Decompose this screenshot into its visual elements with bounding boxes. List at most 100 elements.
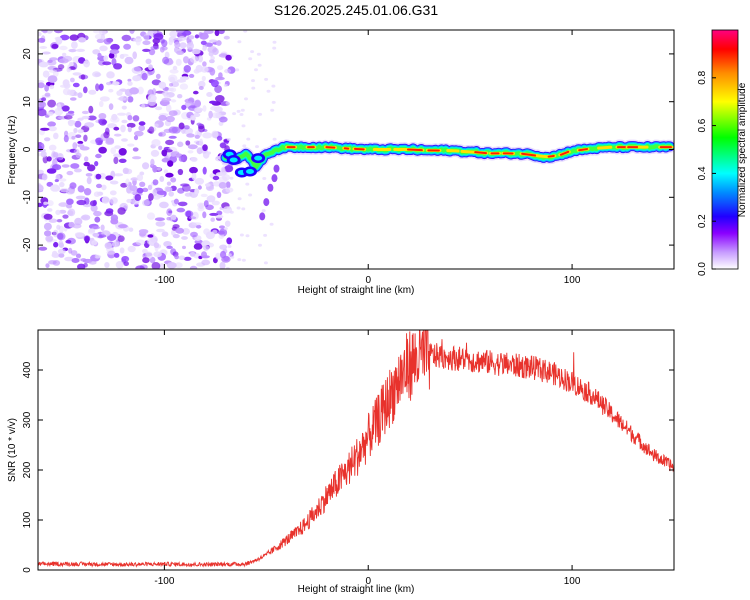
noise-blob	[170, 177, 177, 183]
track-blob-core	[229, 157, 238, 163]
noise-blob	[65, 239, 72, 244]
noise-blob	[129, 185, 138, 192]
noise-blob	[116, 90, 123, 96]
noise-blob	[236, 206, 241, 210]
noise-blob	[271, 84, 276, 88]
noise-blob	[202, 144, 208, 152]
noise-blob	[41, 97, 47, 102]
noise-blob	[263, 261, 268, 265]
noise-blob	[241, 258, 246, 262]
noise-blob	[187, 144, 198, 150]
spectrogram-xtick-label: 100	[564, 275, 581, 286]
noise-blob	[38, 82, 45, 89]
noise-blob	[190, 157, 198, 162]
noise-blob	[77, 129, 84, 134]
noise-blob	[68, 247, 73, 254]
noise-blob	[55, 37, 63, 45]
colorbar-tick-label: 0.2	[697, 214, 708, 228]
noise-blob	[192, 222, 202, 226]
noise-blob	[66, 67, 71, 73]
noise-blob	[39, 46, 48, 49]
noise-blob	[226, 137, 231, 141]
noise-blob	[136, 174, 144, 182]
noise-blob	[106, 250, 116, 255]
noise-blob	[202, 46, 207, 51]
track-streak	[263, 198, 270, 207]
noise-blob	[57, 103, 62, 111]
noise-blob	[147, 234, 154, 238]
noise-blob	[132, 147, 139, 152]
spectrogram-ytick-label: 20	[22, 48, 33, 60]
noise-blob	[175, 58, 182, 66]
noise-blob	[142, 48, 151, 53]
snr-xlabel: Height of straight line (km)	[298, 584, 415, 595]
noise-blob	[52, 151, 59, 158]
snr-ticks: -100 0 100 0 100 200 300 400	[22, 330, 674, 587]
noise-blob	[162, 56, 170, 64]
noise-blob	[57, 248, 66, 254]
noise-blob	[166, 181, 172, 186]
noise-blob	[194, 134, 200, 139]
noise-blob	[248, 57, 253, 61]
noise-blob	[62, 88, 71, 96]
noise-blob	[251, 79, 255, 83]
noise-blob	[236, 109, 241, 113]
noise-blob	[124, 56, 134, 65]
noise-blob	[186, 42, 194, 50]
noise-blob	[264, 77, 269, 81]
noise-blob	[66, 170, 74, 176]
noise-blob	[243, 30, 248, 33]
noise-blob	[197, 205, 205, 212]
noise-blob	[118, 158, 127, 163]
noise-blob	[132, 115, 140, 122]
noise-blob	[205, 231, 215, 240]
noise-blob	[56, 232, 66, 241]
noise-blob	[216, 40, 222, 46]
noise-blob	[72, 82, 80, 88]
noise-blob	[194, 188, 200, 195]
noise-blob	[196, 147, 203, 155]
noise-blob	[187, 150, 194, 154]
noise-blob	[171, 229, 176, 236]
noise-blob	[113, 173, 124, 177]
noise-blob	[135, 239, 146, 246]
noise-blob	[258, 112, 263, 116]
noise-blob	[59, 178, 67, 182]
noise-blob	[250, 50, 255, 54]
noise-blob	[117, 112, 127, 116]
noise-blob	[119, 247, 125, 254]
noise-blob	[47, 111, 54, 116]
noise-blob	[203, 245, 210, 251]
noise-blob	[272, 40, 277, 44]
noise-blob	[210, 217, 215, 222]
noise-blob	[133, 66, 142, 72]
noise-blob	[206, 151, 212, 155]
noise-blob	[211, 200, 220, 206]
noise-blob	[97, 52, 102, 58]
noise-blob	[42, 30, 48, 34]
noise-blob	[142, 248, 148, 254]
noise-blob	[240, 108, 245, 112]
noise-blob	[209, 67, 216, 76]
noise-blob	[113, 156, 119, 165]
noise-blob	[142, 162, 150, 170]
noise-blob	[99, 96, 110, 102]
noise-blob	[165, 139, 175, 146]
noise-blob	[152, 179, 159, 186]
noise-blob	[175, 227, 185, 234]
track-core-red	[559, 150, 570, 156]
noise-blob	[40, 127, 50, 131]
noise-blob	[38, 61, 49, 68]
noise-blob	[108, 52, 115, 59]
noise-blob	[65, 189, 75, 195]
noise-blob	[118, 148, 127, 156]
noise-blob	[159, 201, 169, 209]
noise-blob	[58, 253, 65, 258]
noise-blob	[113, 126, 120, 131]
noise-blob	[78, 37, 86, 43]
noise-blob	[216, 191, 222, 198]
noise-blob	[71, 258, 80, 263]
noise-blob	[174, 254, 180, 260]
spectrogram-xlabel: Height of straight line (km)	[298, 285, 415, 296]
